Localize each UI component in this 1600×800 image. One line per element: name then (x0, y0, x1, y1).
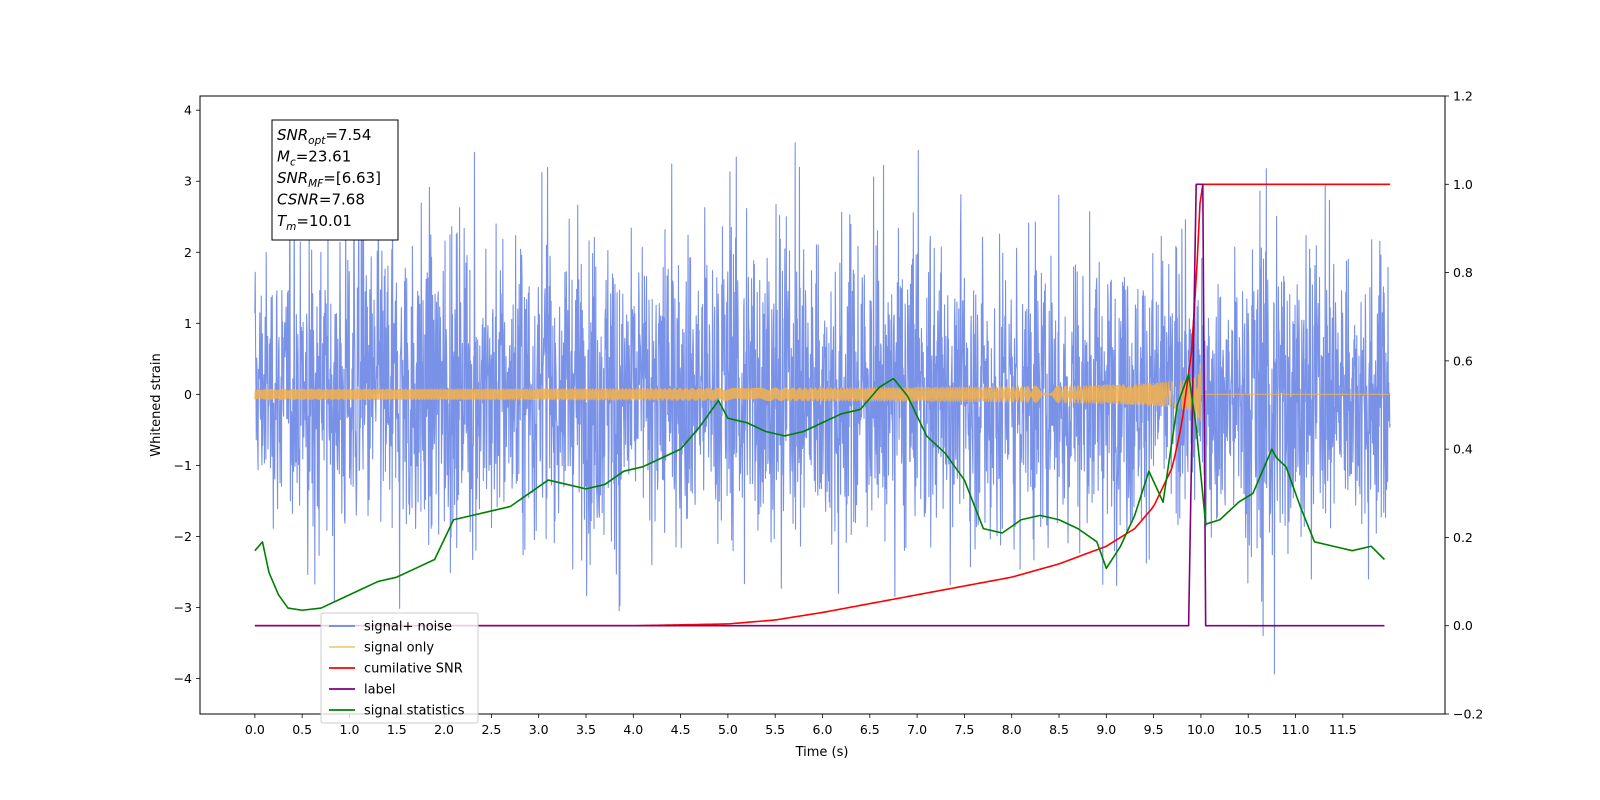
x-tick-label: 6.0 (813, 722, 833, 737)
x-tick-label: 8.0 (1002, 722, 1022, 737)
legend-label: cumilative SNR (364, 662, 463, 677)
legend-label: signal+ noise (364, 620, 452, 635)
series-signal-only-line (254, 363, 1391, 422)
x-tick-label: 3.0 (529, 722, 549, 737)
x-tick-label: 4.0 (623, 722, 643, 737)
x-tick-label: 7.0 (907, 722, 927, 737)
x-tick-label: 1.5 (387, 722, 407, 737)
x-tick-label: 8.5 (1049, 722, 1069, 737)
y2-tick-label: 0.2 (1453, 530, 1473, 545)
info-line: Mc=23.61 (277, 148, 351, 169)
series-label-line (254, 183, 1385, 627)
x-tick-label: 1.0 (340, 722, 360, 737)
x-tick-label: 0.5 (292, 722, 312, 737)
y-axis-left: 4 3 2 1 0 −1 −2 −3 −4 (174, 103, 200, 686)
x-axis-label: Time (s) (795, 745, 849, 760)
x-tick-label: 11.5 (1329, 722, 1357, 737)
y-tick-label: −3 (174, 600, 192, 615)
y-tick-label: −4 (174, 671, 192, 686)
legend-frame (320, 612, 479, 724)
legend-label: label (364, 683, 395, 698)
x-axis: 0.0 0.5 1.0 1.5 2.0 2.5 3.0 3.5 4.0 4.5 5.0 5.5 6.0 6… (245, 714, 1357, 737)
y-tick-label: −2 (174, 529, 192, 544)
series-signal-statistics-line (254, 373, 1386, 612)
y-tick-label: −1 (174, 458, 192, 473)
y2-tick-label: 0.6 (1453, 353, 1473, 368)
x-tick-label: 9.5 (1144, 722, 1164, 737)
x-tick-label: 7.5 (954, 722, 974, 737)
info-line: Tm=10.01 (277, 212, 352, 233)
x-tick-label: 2.5 (481, 722, 501, 737)
y2-tick-label: 0.8 (1453, 265, 1473, 280)
legend: signal+ noise signal only cumilative SNR la… (320, 612, 479, 724)
x-tick-label: 10.5 (1234, 722, 1262, 737)
y-axis-label: Whitened strain (149, 353, 164, 456)
info-line: CSNR=7.68 (277, 191, 365, 209)
legend-label: signal statistics (364, 704, 465, 719)
y-axis-right: 1.2 1.0 0.8 0.6 0.4 0.2 0.0 −0.2 (1445, 89, 1483, 722)
y2-tick-label: 1.0 (1453, 177, 1473, 192)
info-box-frame (271, 119, 399, 241)
info-annotation-box: SNRopt=7.54Mc=23.61SNRMF=[6.63]CSNR=7.68… (271, 119, 399, 241)
y2-tick-label: 0.0 (1453, 618, 1473, 633)
x-tick-label: 6.5 (860, 722, 880, 737)
x-tick-label: 10.0 (1187, 722, 1215, 737)
info-line: SNRMF=[6.63] (277, 169, 381, 190)
x-tick-label: 0.0 (245, 722, 265, 737)
x-tick-label: 11.0 (1282, 722, 1310, 737)
y2-tick-label: 1.2 (1453, 89, 1473, 104)
x-tick-label: 3.5 (576, 722, 596, 737)
legend-label: signal only (364, 641, 434, 656)
y-tick-label: 2 (184, 245, 192, 260)
y2-tick-label: −0.2 (1453, 707, 1483, 722)
x-tick-label: 4.5 (671, 722, 691, 737)
x-tick-label: 9.0 (1096, 722, 1116, 737)
y-tick-label: 4 (184, 103, 192, 118)
x-tick-label: 5.5 (765, 722, 785, 737)
y2-tick-label: 0.4 (1453, 442, 1473, 457)
x-tick-label: 2.0 (434, 722, 454, 737)
y-tick-label: 3 (184, 174, 192, 189)
info-line: SNRopt=7.54 (277, 126, 371, 147)
x-tick-label: 5.0 (718, 722, 738, 737)
y-tick-label: 1 (184, 316, 192, 331)
y-tick-label: 0 (184, 387, 192, 402)
